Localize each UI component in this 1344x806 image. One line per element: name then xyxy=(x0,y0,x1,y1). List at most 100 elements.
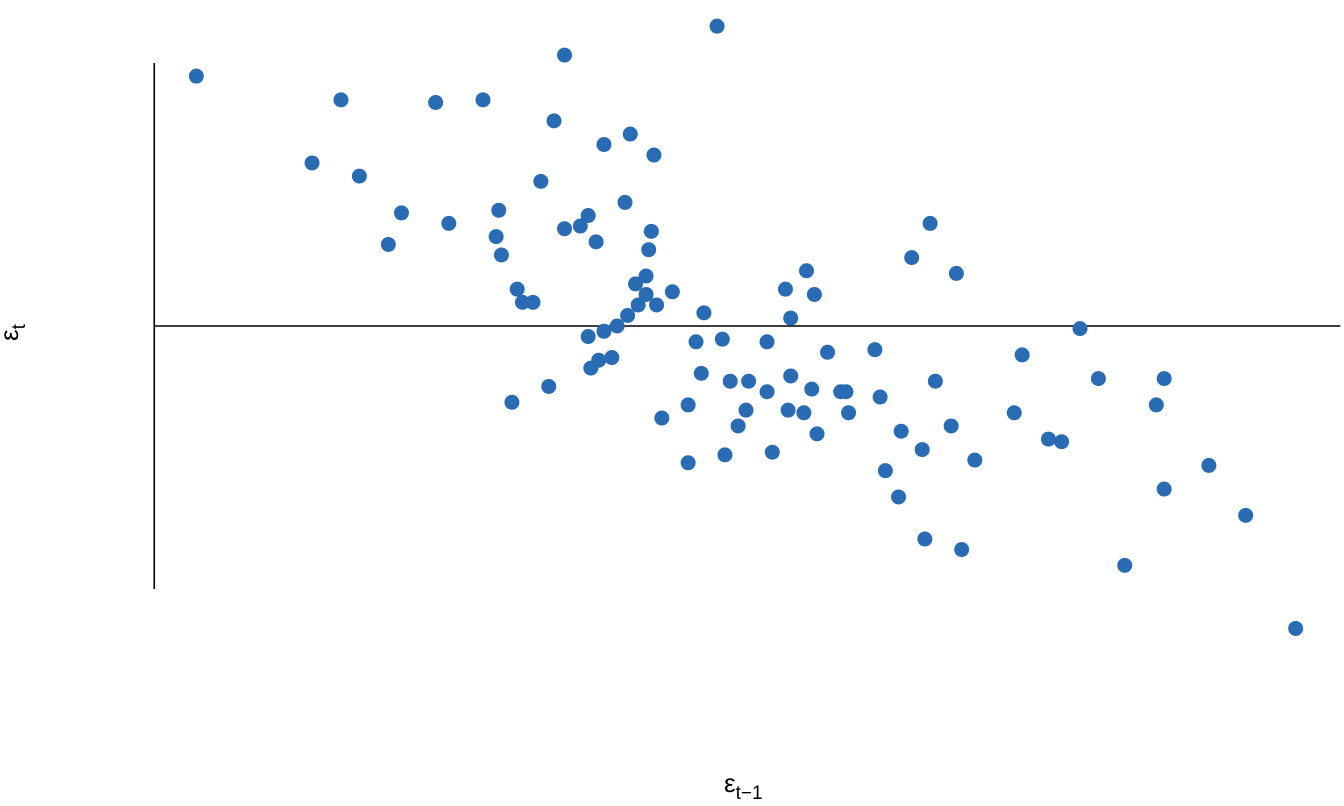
data-point-8 xyxy=(304,155,320,171)
data-point-20 xyxy=(557,221,573,237)
data-point-49 xyxy=(680,397,696,413)
data-point-22 xyxy=(580,208,596,224)
data-point-99 xyxy=(1288,620,1304,636)
data-point-79 xyxy=(917,531,933,547)
data-point-75 xyxy=(893,423,909,439)
data-point-53 xyxy=(738,402,754,418)
data-point-36 xyxy=(620,307,636,323)
data-point-6 xyxy=(709,18,725,34)
data-point-64 xyxy=(783,368,799,384)
data-point-92 xyxy=(1090,371,1106,387)
data-point-71 xyxy=(838,384,854,400)
data-point-89 xyxy=(1040,431,1056,447)
data-point-21 xyxy=(572,218,588,234)
data-point-39 xyxy=(580,329,596,345)
data-point-35 xyxy=(649,297,665,313)
data-point-58 xyxy=(764,444,780,460)
data-point-18 xyxy=(488,229,504,245)
data-point-78 xyxy=(914,442,930,458)
data-point-95 xyxy=(1148,397,1164,413)
data-point-47 xyxy=(541,378,557,394)
data-point-59 xyxy=(759,334,775,350)
data-point-94 xyxy=(1156,371,1172,387)
data-point-37 xyxy=(609,318,625,334)
data-point-96 xyxy=(1156,481,1172,497)
data-point-16 xyxy=(491,202,507,218)
data-point-34 xyxy=(630,297,646,313)
data-point-15 xyxy=(441,215,457,231)
data-point-97 xyxy=(1201,457,1217,473)
data-point-56 xyxy=(680,455,696,471)
data-point-27 xyxy=(509,281,525,297)
data-point-28 xyxy=(514,294,530,310)
data-point-19 xyxy=(493,247,509,263)
data-point-24 xyxy=(588,234,604,250)
data-point-54 xyxy=(759,384,775,400)
data-point-48 xyxy=(654,410,670,426)
data-point-42 xyxy=(714,331,730,347)
data-point-93 xyxy=(1117,557,1133,573)
data-point-62 xyxy=(806,286,822,302)
data-point-1 xyxy=(188,68,204,84)
points-group xyxy=(188,18,1304,636)
data-point-81 xyxy=(922,215,938,231)
data-point-83 xyxy=(927,373,943,389)
y-axis-label: εt xyxy=(0,324,31,341)
x-axis-label-base: ε xyxy=(724,768,736,798)
data-point-46 xyxy=(504,394,520,410)
data-point-17 xyxy=(380,236,396,252)
data-point-44 xyxy=(604,350,620,366)
data-point-61 xyxy=(798,263,814,279)
data-point-65 xyxy=(804,381,820,397)
data-point-80 xyxy=(904,250,920,266)
data-point-52 xyxy=(741,373,757,389)
data-point-32 xyxy=(664,284,680,300)
data-point-41 xyxy=(688,334,704,350)
data-point-86 xyxy=(954,542,970,558)
data-point-55 xyxy=(730,418,746,434)
data-point-4 xyxy=(475,92,491,108)
data-point-63 xyxy=(783,310,799,326)
data-point-14 xyxy=(393,205,409,221)
data-point-3 xyxy=(428,94,444,110)
data-point-23 xyxy=(617,194,633,210)
data-point-68 xyxy=(809,426,825,442)
data-point-82 xyxy=(948,265,964,281)
data-point-90 xyxy=(1054,434,1070,450)
data-point-66 xyxy=(780,402,796,418)
data-point-25 xyxy=(643,223,659,239)
data-point-38 xyxy=(596,323,612,339)
data-point-2 xyxy=(333,92,349,108)
data-point-98 xyxy=(1238,507,1254,523)
data-point-5 xyxy=(557,47,573,63)
y-axis-label-base: ε xyxy=(0,329,24,341)
data-point-85 xyxy=(967,452,983,468)
data-point-40 xyxy=(696,305,712,321)
data-point-45 xyxy=(583,360,599,376)
data-point-73 xyxy=(867,342,883,358)
data-point-57 xyxy=(717,447,733,463)
data-point-31 xyxy=(638,268,654,284)
data-point-88 xyxy=(1006,405,1022,421)
data-point-74 xyxy=(872,389,888,405)
data-point-51 xyxy=(722,373,738,389)
y-axis-label-subscript: t xyxy=(8,324,30,330)
data-point-67 xyxy=(796,405,812,421)
data-point-50 xyxy=(693,365,709,381)
data-point-11 xyxy=(622,126,638,142)
data-point-9 xyxy=(351,168,367,184)
x-axis-label: εt−1 xyxy=(724,768,763,805)
data-point-69 xyxy=(820,344,836,360)
data-point-30 xyxy=(628,276,644,292)
data-point-87 xyxy=(1014,347,1030,363)
x-axis-label-subscript: t−1 xyxy=(735,783,763,804)
data-point-77 xyxy=(891,489,907,505)
data-point-12 xyxy=(646,147,662,163)
data-point-13 xyxy=(533,173,549,189)
data-point-7 xyxy=(546,113,562,129)
data-point-72 xyxy=(841,405,857,421)
data-point-10 xyxy=(596,137,612,153)
data-point-33 xyxy=(638,286,654,302)
data-point-91 xyxy=(1072,321,1088,337)
